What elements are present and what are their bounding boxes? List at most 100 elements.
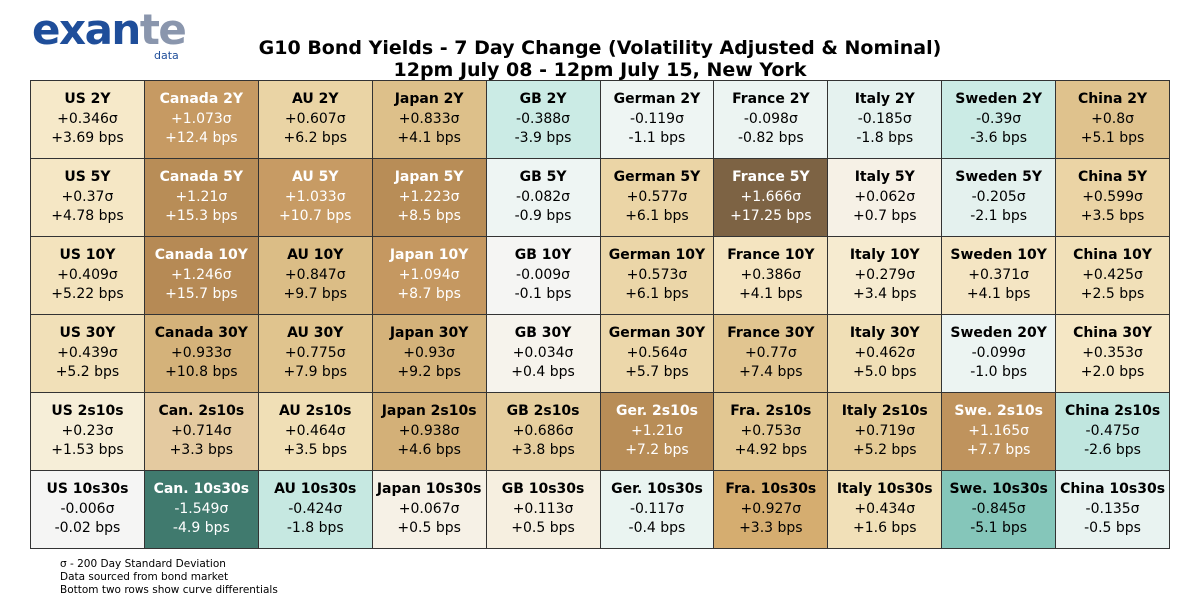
cell-sigma-value: +0.719σ xyxy=(854,422,916,439)
cell-sigma-value: +0.425σ xyxy=(1082,266,1143,283)
table-cell: Italy 5Y +0.062σ +0.7 bps xyxy=(828,159,943,237)
footnote-sigma: σ - 200 Day Standard Deviation xyxy=(60,558,226,570)
cell-label: China 30Y xyxy=(1073,325,1153,342)
cell-bps-value: +0.4 bps xyxy=(511,364,575,381)
cell-label: France 10Y xyxy=(727,247,815,264)
cell-bps-value: +0.5 bps xyxy=(397,520,461,537)
cell-sigma-value: +1.073σ xyxy=(171,110,232,127)
cell-label: Ger. 2s10s xyxy=(615,403,698,420)
cell-label: GB 10Y xyxy=(514,247,572,264)
cell-sigma-value: +0.833σ xyxy=(398,110,460,127)
cell-sigma-value: +0.386σ xyxy=(740,266,802,283)
cell-sigma-value: +0.714σ xyxy=(171,422,232,439)
cell-label: GB 2Y xyxy=(519,91,567,108)
cell-sigma-value: +0.77σ xyxy=(744,344,797,361)
cell-bps-value: -2.6 bps xyxy=(1084,442,1141,459)
cell-bps-value: +5.22 bps xyxy=(51,286,124,303)
chart-title: G10 Bond Yields - 7 Day Change (Volatili… xyxy=(258,37,942,59)
cell-bps-value: -3.9 bps xyxy=(514,130,572,147)
cell-bps-value: +7.2 bps xyxy=(625,442,689,459)
cell-sigma-value: -1.549σ xyxy=(174,500,229,517)
table-cell: GB 5Y -0.082σ -0.9 bps xyxy=(486,159,601,237)
cell-bps-value: +7.7 bps xyxy=(966,442,1031,459)
cell-label: German 5Y xyxy=(613,169,701,186)
table-cell: AU 5Y +1.033σ +10.7 bps xyxy=(258,159,373,237)
cell-sigma-value: -0.009σ xyxy=(516,266,571,283)
cell-label: Italy 30Y xyxy=(849,325,920,342)
table-cell: US 10s30s -0.006σ -0.02 bps xyxy=(31,471,145,549)
cell-sigma-value: +0.062σ xyxy=(854,188,916,205)
cell-bps-value: +0.5 bps xyxy=(511,520,575,537)
cell-bps-value: -3.6 bps xyxy=(970,130,1028,147)
cell-bps-value: -4.9 bps xyxy=(172,520,230,537)
table-cell: GB 10s30s +0.113σ +0.5 bps xyxy=(486,471,601,549)
cell-sigma-value: -0.388σ xyxy=(516,110,571,127)
cell-sigma-value: +1.223σ xyxy=(398,188,460,205)
cell-sigma-value: -0.099σ xyxy=(971,344,1026,361)
cell-label: German 30Y xyxy=(608,325,706,342)
cell-sigma-value: +1.21σ xyxy=(175,188,228,205)
table-cell: China 5Y +0.599σ +3.5 bps xyxy=(1056,159,1170,237)
table-cell: France 2Y -0.098σ -0.82 bps xyxy=(714,81,829,159)
cell-sigma-value: +0.927σ xyxy=(740,500,802,517)
cell-label: Italy 10s30s xyxy=(836,481,933,498)
cell-label: Japan 10s30s xyxy=(376,481,482,498)
cell-label: Fra. 2s10s xyxy=(730,403,812,420)
cell-sigma-value: +1.094σ xyxy=(398,266,460,283)
table-cell: France 5Y +1.666σ +17.25 bps xyxy=(714,159,829,237)
cell-label: China 5Y xyxy=(1077,169,1148,186)
table-cell: Italy 10Y +0.279σ +3.4 bps xyxy=(828,237,943,315)
table-cell: Italy 2Y -0.185σ -1.8 bps xyxy=(828,81,943,159)
cell-sigma-value: +1.21σ xyxy=(631,422,683,439)
cell-label: German 2Y xyxy=(613,91,701,108)
table-cell: Ger. 2s10s +1.21σ +7.2 bps xyxy=(600,393,715,471)
cell-bps-value: -1.8 bps xyxy=(286,520,344,537)
cell-label: AU 30Y xyxy=(287,325,344,342)
cell-sigma-value: +0.938σ xyxy=(398,422,460,439)
cell-label: Japan 30Y xyxy=(389,325,469,342)
cell-bps-value: +3.4 bps xyxy=(852,286,917,303)
cell-sigma-value: +0.371σ xyxy=(968,266,1029,283)
cell-sigma-value: -0.205σ xyxy=(971,188,1026,205)
cell-label: China 10s30s xyxy=(1060,481,1166,498)
cell-label: Ger. 10s30s xyxy=(611,481,703,498)
cell-sigma-value: +0.113σ xyxy=(512,500,574,517)
cell-label: Japan 2Y xyxy=(394,91,464,108)
cell-bps-value: -2.1 bps xyxy=(970,208,1028,225)
cell-label: Can. 10s30s xyxy=(153,481,250,498)
cell-label: France 2Y xyxy=(732,91,810,108)
table-cell: GB 30Y +0.034σ +0.4 bps xyxy=(486,315,601,393)
logo-word-main: exan xyxy=(32,5,141,54)
cell-label: Italy 2s10s xyxy=(841,403,928,420)
cell-sigma-value: +0.434σ xyxy=(854,500,916,517)
cell-label: Sweden 10Y xyxy=(950,247,1047,264)
cell-bps-value: +9.7 bps xyxy=(283,286,347,303)
cell-bps-value: +3.8 bps xyxy=(511,442,575,459)
table-cell: US 2Y +0.346σ +3.69 bps xyxy=(31,81,145,159)
logo-wordmark: exante xyxy=(32,5,187,54)
cell-sigma-value: +0.462σ xyxy=(854,344,916,361)
cell-label: China 2Y xyxy=(1077,91,1148,108)
cell-bps-value: +5.0 bps xyxy=(852,364,917,381)
cell-bps-value: +2.5 bps xyxy=(1080,286,1145,303)
cell-bps-value: +5.7 bps xyxy=(625,364,689,381)
chart-title-block: G10 Bond Yields - 7 Day Change (Volatili… xyxy=(0,37,1200,81)
table-cell: AU 2Y +0.607σ +6.2 bps xyxy=(258,81,373,159)
cell-sigma-value: +0.067σ xyxy=(398,500,460,517)
cell-bps-value: -1.1 bps xyxy=(628,130,686,147)
cell-sigma-value: +0.439σ xyxy=(57,344,118,361)
table-cell: GB 10Y -0.009σ -0.1 bps xyxy=(486,237,601,315)
cell-sigma-value: +0.933σ xyxy=(171,344,232,361)
table-cell: Japan 2Y +0.833σ +4.1 bps xyxy=(372,81,487,159)
table-cell: Japan 10s30s +0.067σ +0.5 bps xyxy=(372,471,487,549)
cell-bps-value: -0.82 bps xyxy=(737,130,804,147)
cell-sigma-value: +0.847σ xyxy=(284,266,346,283)
cell-bps-value: +9.2 bps xyxy=(397,364,461,381)
table-cell: AU 10Y +0.847σ +9.7 bps xyxy=(258,237,373,315)
cell-label: Sweden 20Y xyxy=(950,325,1047,342)
cell-label: France 30Y xyxy=(727,325,815,342)
cell-bps-value: +5.2 bps xyxy=(55,364,120,381)
cell-label: AU 5Y xyxy=(291,169,339,186)
cell-sigma-value: -0.117σ xyxy=(629,500,684,517)
table-cell: China 30Y +0.353σ +2.0 bps xyxy=(1056,315,1170,393)
